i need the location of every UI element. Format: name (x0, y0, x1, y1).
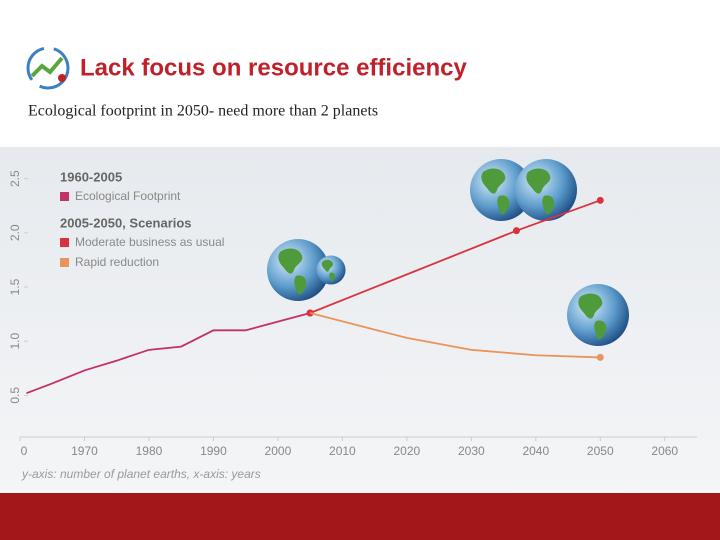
x-tick-label: 1980 (136, 444, 163, 458)
x-tick-label: 1990 (200, 444, 227, 458)
logo (26, 46, 70, 90)
x-tick-label: 2020 (394, 444, 421, 458)
legend-label: Ecological Footprint (75, 189, 181, 203)
data-line (26, 312, 311, 395)
y-tick-label: 2.5 (8, 170, 22, 187)
legend-swatch (60, 238, 69, 247)
legend-swatch (60, 192, 69, 201)
x-tick-label: 2050 (587, 444, 614, 458)
legend-heading: 1960-2005 (60, 169, 122, 184)
footer-bar (0, 493, 720, 540)
legend-label: Moderate business as usual (75, 235, 224, 249)
x-tick-label: 2000 (265, 444, 292, 458)
data-point (512, 227, 520, 235)
y-tick-label: 0.5 (8, 387, 22, 404)
x-tick-label: 0 (21, 444, 28, 458)
axis-note: y-axis: number of planet earths, x-axis:… (21, 467, 261, 481)
subtitle: Ecological footprint in 2050- need more … (28, 103, 378, 120)
legend-swatch (60, 258, 69, 267)
globe-icon (316, 255, 346, 285)
x-tick-label: 2010 (329, 444, 356, 458)
x-tick-label: 1970 (71, 444, 98, 458)
y-tick-label: 2.0 (8, 224, 22, 241)
y-tick-label: 1.5 (8, 278, 22, 295)
x-tick-label: 2030 (458, 444, 485, 458)
data-point (596, 196, 604, 204)
legend-label: Rapid reduction (75, 255, 159, 269)
data-point (596, 353, 604, 361)
legend-heading: 2005-2050, Scenarios (60, 215, 192, 230)
x-tick-label: 2040 (522, 444, 549, 458)
y-tick-label: 1.0 (8, 333, 22, 350)
x-tick-label: 2060 (651, 444, 678, 458)
globe-icon (567, 284, 629, 346)
slide-title: Lack focus on resource efficiency (80, 54, 467, 81)
data-line (309, 312, 601, 359)
